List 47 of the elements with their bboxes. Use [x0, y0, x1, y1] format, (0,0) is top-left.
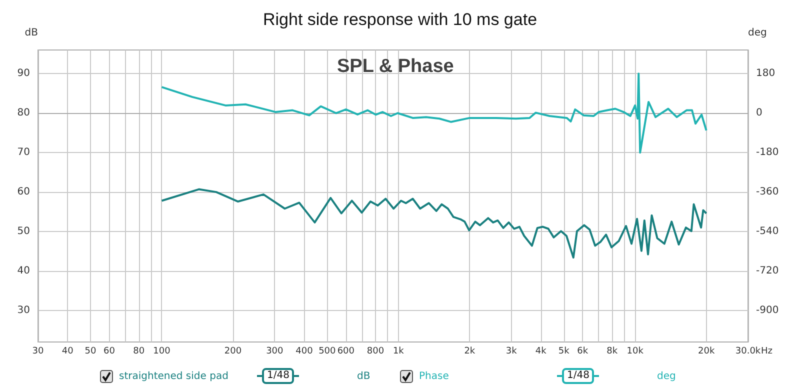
text: 1/48 [262, 368, 294, 384]
y-tick-label: 80 [17, 108, 30, 119]
x-tick-label: 4k [535, 346, 548, 356]
y-tick-label: 60 [17, 186, 30, 198]
x-tick-label: 200 [224, 346, 242, 356]
x-tick-label: 400 [296, 346, 314, 356]
text: straightened side pad [119, 370, 230, 382]
y2-tick-label: -900 [756, 304, 779, 316]
x-tick-label: 500 [318, 346, 336, 356]
y-tick-label: 40 [17, 265, 30, 276]
y-tick-label: 90 [17, 68, 30, 80]
chart-subtitle: SPL & Phase [337, 56, 454, 77]
text: deg [657, 370, 676, 382]
y2-tick-label: 0 [756, 108, 762, 119]
x-tick-label: 600 [337, 346, 355, 356]
text: Phase [419, 370, 450, 382]
x-tick-label: 6k [577, 346, 589, 356]
x-tick-label: 800 [366, 346, 384, 356]
x-axis-title: Hz [761, 346, 773, 356]
x-tick-label: 300 [266, 346, 284, 356]
x-tick-label: 2k [464, 346, 476, 356]
y2-tick-label: -180 [756, 147, 779, 158]
x-tick-label: 10k [626, 346, 644, 356]
x-tick-label: 8k [606, 346, 618, 356]
x-tick-label: 1k [392, 346, 405, 356]
x-tick-label: 5k [558, 346, 570, 356]
x-tick-label: 60 [104, 346, 116, 356]
y2-axis-title: deg [748, 28, 767, 38]
y-tick-label: 30 [17, 304, 30, 316]
x-tick-label: 20k [698, 346, 716, 356]
text: dB [357, 370, 370, 382]
x-tick-label: 30 [32, 346, 44, 356]
x-tick-label: 30.0k [735, 346, 762, 356]
y2-tick-label: -720 [756, 265, 779, 276]
y2-tick-label: -540 [756, 226, 779, 238]
x-tick-label: 50 [84, 346, 97, 356]
x-tick-label: 40 [62, 346, 74, 356]
x-tick-label: 100 [153, 346, 171, 356]
y-tick-label: 70 [17, 147, 30, 158]
text: 1/48 [562, 368, 594, 384]
y2-tick-label: -360 [756, 186, 779, 198]
x-tick-label: 3k [506, 346, 518, 356]
y2-tick-label: 180 [756, 68, 776, 80]
chart-title: Right side response with 10 ms gate [262, 10, 538, 29]
x-tick-label: 80 [133, 346, 145, 356]
y-tick-label: 50 [17, 226, 30, 238]
y-axis-title: dB [24, 28, 38, 38]
